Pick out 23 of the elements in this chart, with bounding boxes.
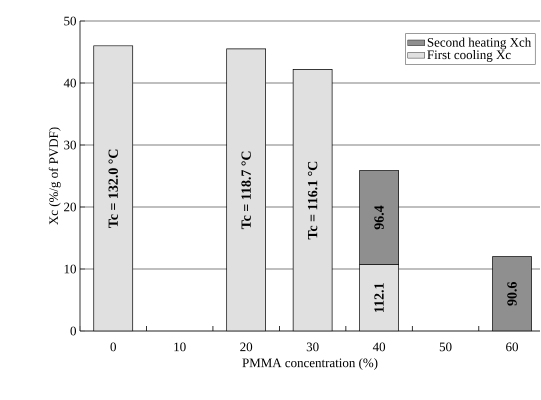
x-tick-label: 0: [110, 342, 116, 352]
annotation: Tc = 116.1 °C: [308, 162, 318, 240]
y-axis-title: Xc (%/g of PVDF): [48, 127, 61, 225]
x-tick-label: 30: [306, 342, 319, 352]
annotation: 112.1: [374, 283, 384, 312]
legend-label: First cooling Xc: [427, 50, 511, 62]
annotation: 96.4: [374, 206, 384, 230]
x-tick-label: 60: [506, 342, 518, 352]
y-tick-label: 30: [64, 140, 76, 150]
x-tick-label: 10: [174, 342, 186, 352]
y-tick-label: 50: [64, 16, 76, 26]
y-tick-label: 0: [70, 326, 76, 336]
annotation: Tc = 118.7 °C: [241, 152, 251, 230]
x-tick-label: 40: [372, 342, 386, 352]
annotation: 90.6: [507, 282, 517, 306]
legend-label: Second heating Xch: [428, 38, 532, 50]
x-axis-title: PMMA concentration (%): [242, 358, 378, 370]
x-tick-label: 50: [440, 342, 452, 352]
y-tick-label: 10: [64, 264, 76, 274]
annotation: Tc = 132.0 °C: [108, 150, 118, 228]
y-tick-label: 40: [64, 78, 76, 88]
y-tick-label: 20: [64, 202, 76, 212]
x-tick-label: 20: [240, 342, 252, 352]
